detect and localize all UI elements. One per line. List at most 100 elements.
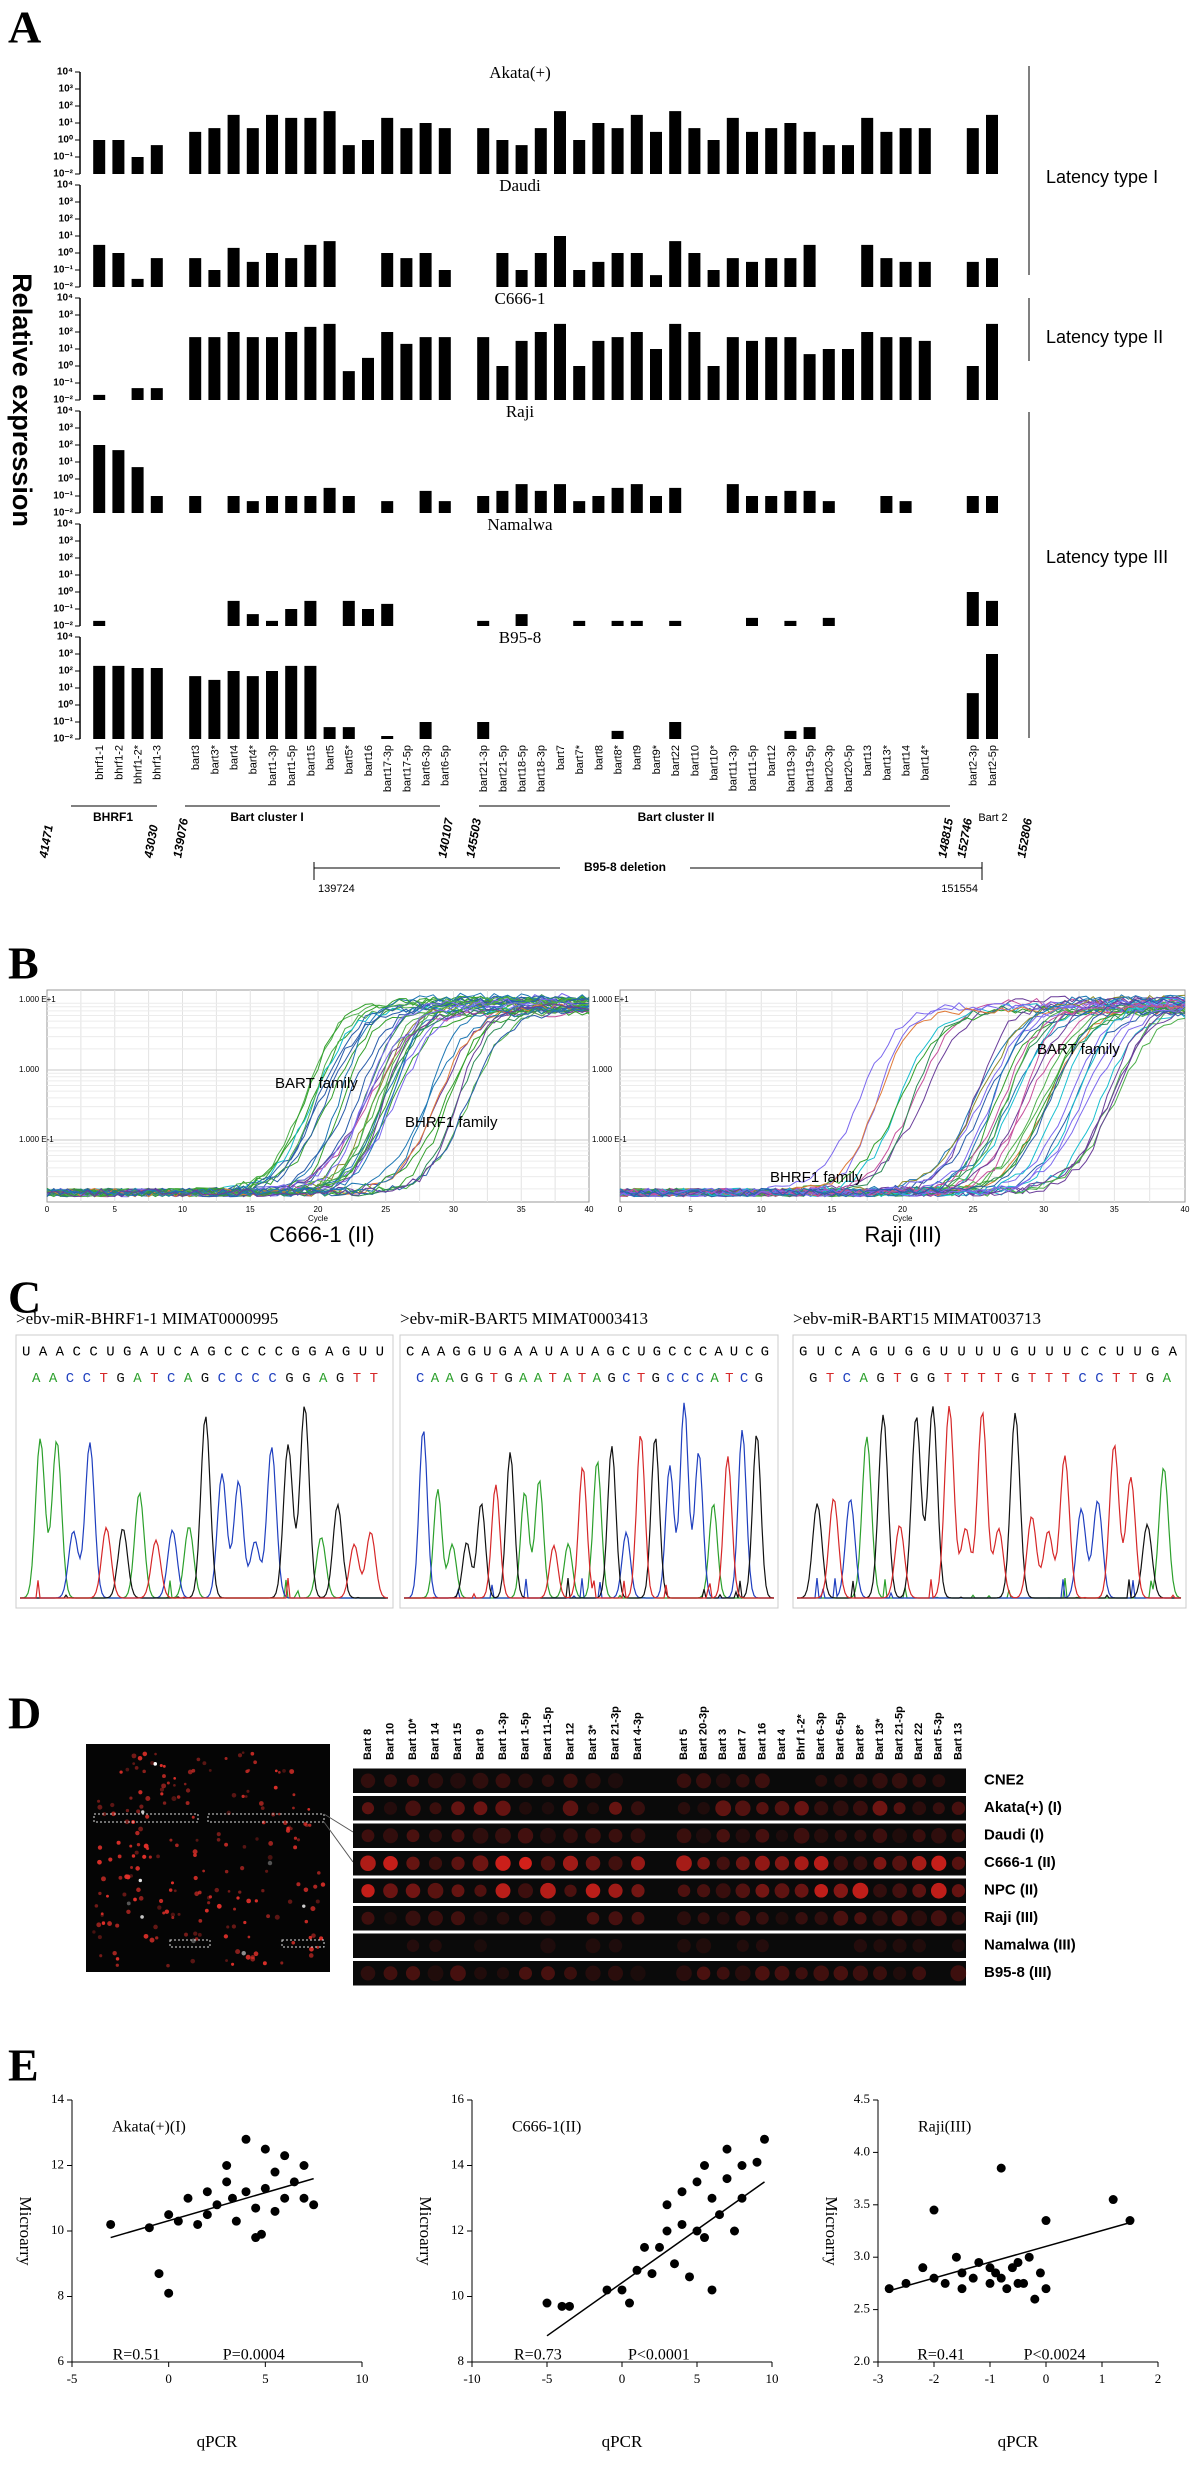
coordinate-label: 145503 bbox=[463, 817, 484, 859]
array-spot bbox=[240, 1866, 245, 1871]
array-spot bbox=[214, 1887, 220, 1893]
base: T bbox=[637, 1371, 646, 1387]
array-spot bbox=[133, 1897, 137, 1902]
latency-label: Latency type III bbox=[1046, 547, 1168, 567]
point bbox=[929, 2205, 939, 2215]
y-tick-label: 1.000 E+1 bbox=[19, 995, 56, 1004]
strip-spot bbox=[735, 1828, 750, 1843]
strip-spot bbox=[585, 1773, 601, 1789]
strip-spot bbox=[696, 1938, 712, 1954]
bar bbox=[534, 332, 547, 400]
array-spot bbox=[227, 1890, 231, 1893]
array-spot bbox=[100, 1912, 104, 1916]
point bbox=[884, 2284, 894, 2294]
x-tick-label: bart5* bbox=[344, 744, 356, 774]
bar bbox=[986, 323, 998, 400]
strip-spot bbox=[474, 1939, 487, 1953]
bar bbox=[784, 123, 797, 174]
strip-spot bbox=[518, 1911, 533, 1925]
array-spot bbox=[150, 1761, 155, 1765]
x-tick-label: bart17-5p bbox=[401, 745, 413, 792]
strip-spot bbox=[382, 1828, 399, 1844]
bar bbox=[477, 620, 490, 626]
annotation: BHRF1 family bbox=[405, 1114, 498, 1131]
strip-spot bbox=[405, 1800, 421, 1816]
column-label: Bart 4-3p bbox=[632, 1712, 644, 1760]
point bbox=[760, 2134, 769, 2144]
base: C bbox=[622, 1371, 631, 1387]
strip-spot bbox=[755, 1965, 770, 1981]
strip-spot bbox=[519, 1801, 532, 1815]
bar bbox=[381, 736, 394, 739]
point bbox=[565, 2301, 574, 2311]
chart-title: C666-1(II) bbox=[512, 2119, 581, 2136]
base: G bbox=[910, 1371, 919, 1387]
y-axis-label: Microarry bbox=[16, 2197, 35, 2266]
strip-spot bbox=[814, 1911, 828, 1925]
strip-spot bbox=[630, 1828, 646, 1844]
caption: Raji (III) bbox=[865, 1222, 942, 1247]
coordinate-label: 139076 bbox=[170, 817, 191, 859]
strip-spot bbox=[774, 1800, 790, 1816]
bar bbox=[918, 340, 931, 400]
bar bbox=[515, 340, 528, 400]
x-tick-label: bart19-5p bbox=[805, 745, 817, 792]
bar bbox=[986, 654, 998, 739]
bar bbox=[419, 490, 432, 513]
x-tick-label: bart12 bbox=[766, 745, 778, 776]
bar bbox=[285, 117, 298, 174]
array-spot bbox=[293, 1836, 298, 1840]
strip-spot bbox=[715, 1773, 731, 1789]
base: C bbox=[1078, 1371, 1087, 1387]
array-spot bbox=[185, 1801, 190, 1806]
latency-label: Latency type II bbox=[1046, 327, 1163, 347]
array-spot bbox=[135, 1830, 140, 1836]
strip-spot bbox=[697, 1912, 710, 1925]
array-spot bbox=[129, 1844, 133, 1848]
base: T bbox=[100, 1371, 109, 1387]
bar bbox=[304, 665, 317, 739]
strip-spot bbox=[405, 1883, 421, 1898]
bar bbox=[246, 614, 259, 626]
bar bbox=[381, 501, 394, 513]
bar bbox=[688, 253, 701, 287]
strip-spot bbox=[541, 1966, 555, 1981]
point bbox=[1019, 2278, 1029, 2288]
point bbox=[289, 2177, 299, 2187]
bar bbox=[227, 247, 240, 287]
annotation: P<0.0024 bbox=[1024, 2347, 1086, 2364]
y-tick-label: 10³ bbox=[59, 423, 74, 434]
bar bbox=[285, 332, 298, 400]
strip-spot bbox=[891, 1910, 908, 1927]
array-spot bbox=[92, 1930, 96, 1934]
x-tick-label: bart21-5p bbox=[497, 745, 509, 792]
point bbox=[677, 2219, 687, 2229]
strip-spot bbox=[495, 1827, 511, 1844]
y-tick-label: 10 bbox=[451, 2287, 464, 2302]
point bbox=[752, 2157, 762, 2167]
strip-spot bbox=[736, 1773, 750, 1788]
array-spot bbox=[166, 1781, 170, 1785]
strip-spot bbox=[813, 1855, 829, 1871]
array-spot bbox=[194, 1891, 200, 1897]
array-spot bbox=[266, 1914, 271, 1919]
x-axis-label: qPCR bbox=[602, 2432, 643, 2451]
strip-spot bbox=[834, 1774, 848, 1788]
array-spot bbox=[149, 1937, 155, 1943]
bar bbox=[803, 244, 816, 287]
array-spot bbox=[242, 1845, 247, 1849]
strip-spot bbox=[833, 1910, 849, 1926]
strip-spot bbox=[472, 1772, 489, 1789]
base: G bbox=[1011, 1371, 1020, 1387]
array-spot bbox=[97, 1845, 103, 1850]
point bbox=[951, 2252, 961, 2262]
bar bbox=[986, 114, 998, 174]
bar bbox=[285, 609, 298, 626]
bar bbox=[861, 244, 874, 287]
bar bbox=[554, 236, 566, 287]
bar bbox=[285, 258, 298, 287]
bar bbox=[515, 614, 528, 626]
strip-spot bbox=[735, 1965, 751, 1982]
base: G bbox=[607, 1371, 616, 1387]
y-tick-label: 10⁻¹ bbox=[53, 378, 73, 389]
